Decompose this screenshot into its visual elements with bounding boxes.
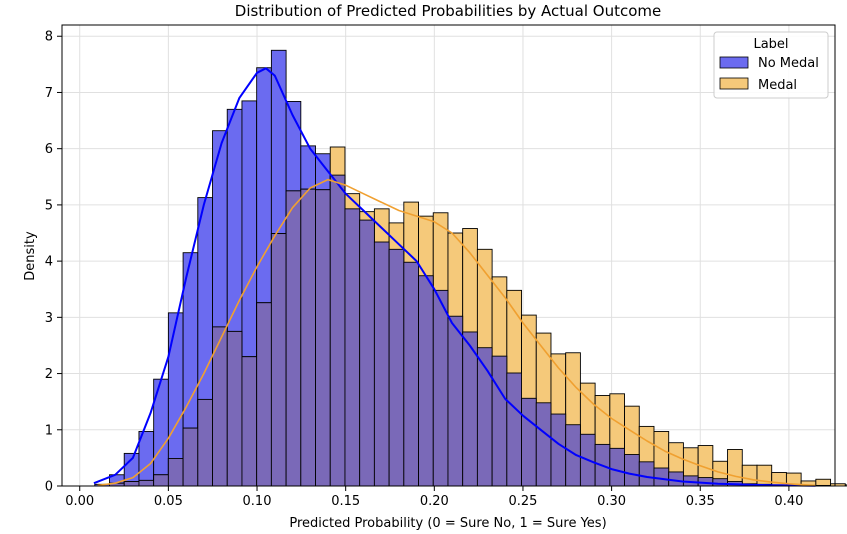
overlap-bar-25	[462, 331, 478, 487]
overlap-bar-13	[285, 190, 302, 487]
overlap-bar-2	[123, 481, 140, 487]
y-tick-label-1: 1	[45, 423, 53, 438]
legend-swatch-no-medal	[719, 56, 749, 69]
overlap-bar-30	[535, 402, 552, 487]
overlap-bar-31	[550, 413, 567, 487]
medal-bar-43	[727, 449, 743, 487]
overlap-bar-12	[270, 233, 287, 487]
overlap-bar-14	[300, 188, 316, 487]
overlap-bar-6	[182, 427, 199, 487]
overlap-bar-27	[491, 355, 508, 487]
legend-title: Label	[753, 37, 788, 52]
overlap-bar-9	[226, 330, 243, 487]
x-axis: 0.00 0.05 0.10 0.15 0.20 0.25 0.30 0.35 0.40	[65, 486, 803, 509]
overlap-bar-20	[388, 248, 405, 487]
overlap-bar-29	[521, 397, 537, 487]
overlap-bar-16	[329, 174, 346, 487]
medal-bar-45	[756, 464, 773, 487]
no-medal-kde-line	[93, 67, 816, 487]
overlap-bar-39	[668, 471, 684, 487]
y-axis: 0 1 2 3 4 5 6 7 8	[45, 30, 62, 495]
y-tick-label-7: 7	[45, 86, 53, 101]
overlap-bar-24	[447, 315, 464, 487]
legend-label-no-medal: No Medal	[758, 56, 819, 71]
y-axis-title: Density	[23, 231, 38, 281]
overlap-bar-21	[403, 261, 419, 487]
overlap-bar-36	[624, 454, 640, 487]
overlap-bar-35	[609, 447, 626, 487]
legend-swatch-medal	[719, 77, 749, 90]
medal-kde-line	[97, 178, 816, 487]
x-tick-label-4: 0.20	[420, 494, 449, 509]
overlap-bar-38	[653, 467, 670, 487]
x-tick-label-6: 0.30	[597, 494, 626, 509]
x-tick-label-0: 0.00	[65, 494, 94, 509]
overlap-bar-11	[256, 302, 272, 487]
overlap-bar-3	[138, 479, 155, 487]
x-tick-label-3: 0.15	[331, 494, 360, 509]
overlap-bar-19	[373, 241, 390, 487]
overlap-bar-17	[344, 208, 361, 487]
x-tick-label-8: 0.40	[774, 494, 803, 509]
medal-bar-51	[844, 484, 847, 487]
chart-title: Distribution of Predicted Probabilities …	[235, 2, 661, 20]
y-tick-label-6: 6	[45, 142, 53, 157]
x-tick-label-7: 0.35	[686, 494, 715, 509]
y-tick-label-5: 5	[45, 198, 53, 213]
overlap-bar-5	[167, 458, 184, 487]
overlap-bar-7	[197, 398, 213, 487]
overlap-bar-22	[418, 275, 434, 487]
x-axis-title: Predicted Probability (0 = Sure No, 1 = …	[289, 516, 606, 531]
overlap-bar-18	[359, 219, 375, 487]
y-tick-label-2: 2	[45, 367, 53, 382]
overlap-bar-37	[638, 461, 655, 487]
y-tick-label-3: 3	[45, 311, 53, 326]
x-tick-label-5: 0.25	[508, 494, 537, 509]
overlap-bar-28	[506, 372, 522, 487]
medal-bar-44	[741, 464, 758, 487]
bars-overlap	[109, 174, 832, 487]
x-tick-label-2: 0.10	[243, 494, 272, 509]
y-tick-label-4: 4	[45, 255, 53, 270]
overlap-bar-4	[153, 474, 169, 487]
overlap-bar-15	[315, 189, 331, 487]
plot-frame	[61, 24, 836, 487]
kde-curves	[93, 67, 816, 487]
x-tick-label-1: 0.05	[154, 494, 183, 509]
legend-label-medal: Medal	[758, 78, 797, 93]
overlap-bar-10	[241, 356, 258, 487]
y-tick-label-8: 8	[45, 30, 53, 45]
y-tick-label-0: 0	[45, 480, 53, 495]
overlap-bar-23	[432, 289, 449, 487]
legend: Label No Medal Medal	[713, 31, 829, 99]
